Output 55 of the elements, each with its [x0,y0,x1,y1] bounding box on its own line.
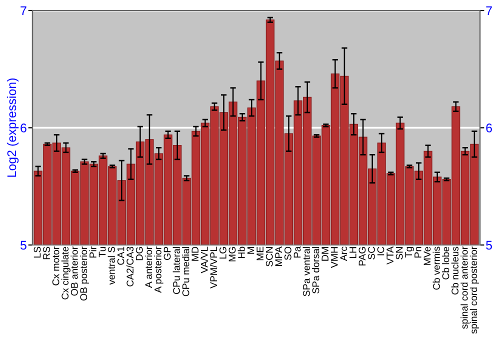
x-tick-label: CA2/CA3 [126,246,134,286]
x-tick-label: SN [396,247,403,260]
y-tick-label: 5 [20,240,26,250]
x-tick-label: Tu [98,247,106,258]
x-tick-label: MVe [424,246,431,266]
x-tick-label: ventral S [108,246,115,285]
y2-tick-label: 7 [486,6,492,16]
x-tick-label: VTA [386,246,394,265]
x-tick-label: Pn [414,247,422,258]
x-tick-label: MD [192,246,198,261]
x-tick-label: Cb nucleus [451,246,458,295]
x-tick-label: MPA [275,246,282,266]
x-tick-label: SO [284,246,292,260]
x-tick-label: spinal cord posterior [470,246,479,334]
y-tick-label: 7 [20,6,26,16]
x-tick-label: VA/VL [200,246,208,274]
x-tick-label: Cb lobe [442,246,450,280]
x-tick-label: OB posterior [80,246,90,300]
x-tick-label: Cx cingulate [61,246,70,300]
x-tick-label: RS [43,246,50,260]
x-tick-label: VMH [330,247,338,268]
x-tick-label: ME [256,246,264,260]
x-tick-label: DM [322,247,328,261]
y-tick-label: 6 [20,124,26,132]
x-tick-label: spinal cord anterior [460,246,470,329]
x-tick-label: CPu medial [182,247,190,296]
x-tick-label: SC [368,246,375,260]
y2-tick-label: 6 [486,124,492,132]
x-tick-label: IC [377,246,384,256]
x-tick-label: Arc [340,246,348,261]
x-tick-label: Cb vermis [432,246,440,290]
x-tick-label: VPM/VPL [210,246,218,288]
x-tick-label: SCN [266,247,273,266]
x-tick-label: PAG [358,247,366,266]
x-tick-label: Pa [294,246,301,258]
x-tick-label: CPu lateral [172,247,180,294]
y-axis-title: Log2 (expression) [6,78,19,177]
x-tick-label: Cx motor [52,246,60,286]
x-tick-label: LG [219,247,226,259]
x-tick-label: MG [228,247,236,262]
x-tick-label: A posterior [154,246,164,293]
y2-tick-label: 5 [486,240,492,250]
x-tick-label: OB anterior [70,246,78,296]
x-tick-label: LS [34,246,41,258]
x-tick-label: SPa ventral [302,247,310,296]
x-tick-label: DG [136,247,143,260]
x-tick-label: Pir [89,246,96,258]
x-tick-label: CA1 [117,246,124,265]
x-tick-label: M [247,247,254,254]
x-tick-label: LH [350,247,356,258]
x-tick-label: Hb [238,246,245,258]
x-tick-label: Tg [405,247,414,258]
x-tick-label: SPa dorsal [312,247,320,294]
x-tick-label: A anterior [144,246,152,288]
x-tick-label: GP [164,246,171,260]
